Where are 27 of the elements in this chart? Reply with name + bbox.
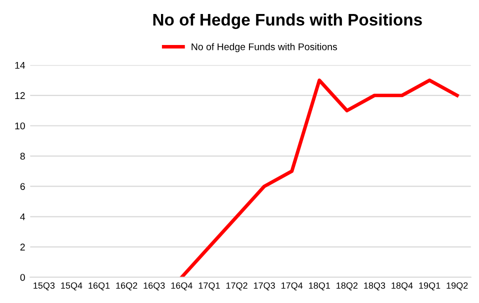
- x-tick-label: 18Q1: [309, 282, 330, 290]
- x-tick-label: 17Q3: [254, 282, 275, 290]
- line-series: [180, 78, 459, 278]
- y-tick-label: 14: [15, 62, 26, 69]
- x-tick-label: 17Q2: [226, 282, 248, 290]
- x-tick-label: 15Q3: [34, 282, 55, 290]
- x-tick-label: 16Q3: [144, 282, 165, 290]
- x-tick-label: 15Q4: [61, 282, 82, 290]
- y-tick-label: 2: [20, 244, 25, 250]
- x-tick-label: 17Q4: [281, 282, 303, 290]
- x-tick-label: 18Q2: [336, 282, 358, 290]
- y-tick-label: 10: [15, 122, 25, 130]
- chart-title: No of Hedge Funds with Positions: [153, 13, 422, 30]
- x-tick-label: 18Q4: [392, 282, 413, 290]
- y-tick-label: 6: [20, 183, 25, 190]
- y-tick-label: 8: [20, 152, 25, 160]
- x-tick-label: 18Q3: [364, 282, 386, 290]
- y-tick-label: 12: [15, 92, 25, 99]
- x-tick-label: 16Q4: [171, 282, 192, 290]
- y-tick-label: 4: [20, 213, 26, 220]
- x-tick-label: 19Q2: [446, 282, 468, 290]
- y-tick-label: 0: [20, 274, 25, 281]
- x-tick-label: 16Q1: [88, 282, 110, 290]
- legend-label: No of Hedge Funds with Positions: [192, 43, 338, 52]
- x-tick-label: 17Q1: [198, 282, 220, 290]
- x-tick-label: 19Q1: [419, 282, 440, 290]
- x-tick-label: 16Q2: [116, 282, 138, 290]
